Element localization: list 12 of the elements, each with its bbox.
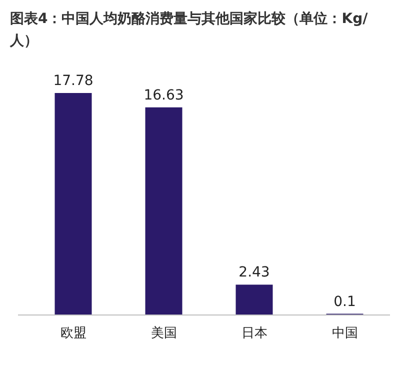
x-tick-label: 日本 [241, 326, 268, 341]
data-label: 0.1 [334, 294, 356, 310]
chart-title: 图表4：中国人均奶酪消费量与其他国家比较（单位：Kg/人） [10, 10, 369, 51]
bar [145, 107, 182, 315]
data-label: 17.78 [53, 73, 94, 89]
bar [236, 284, 273, 315]
bar [54, 93, 92, 315]
data-label: 2.43 [238, 264, 270, 281]
x-tick-label: 欧盟 [60, 326, 86, 341]
data-label: 16.63 [144, 87, 184, 104]
x-tick-label: 中国 [332, 326, 358, 341]
x-tick-label: 美国 [150, 325, 177, 341]
